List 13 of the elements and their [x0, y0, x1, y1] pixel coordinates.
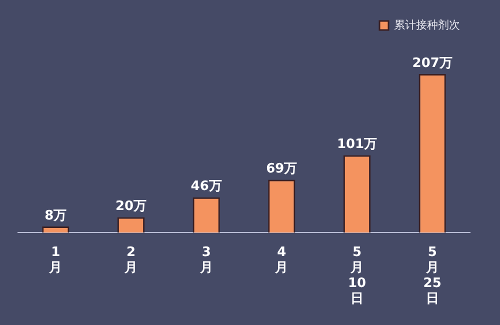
data-label: 20万 — [115, 199, 147, 214]
data-label: 207万 — [412, 56, 452, 71]
x-tick-label: 2月 — [124, 244, 138, 276]
x-tick-label: 5月25日 — [423, 244, 442, 307]
data-label: 46万 — [190, 179, 222, 194]
data-label: 69万 — [266, 162, 298, 177]
x-tick-label: 3月 — [198, 244, 213, 276]
data-label: 8万 — [44, 208, 67, 224]
x-tick-label: 1月 — [48, 244, 62, 276]
x-tick-label: 5月10日 — [348, 244, 366, 307]
data-label: 101万 — [336, 137, 378, 152]
x-tick-label: 4月 — [274, 244, 288, 276]
legend-label: 累计接种剂次 — [394, 18, 460, 32]
